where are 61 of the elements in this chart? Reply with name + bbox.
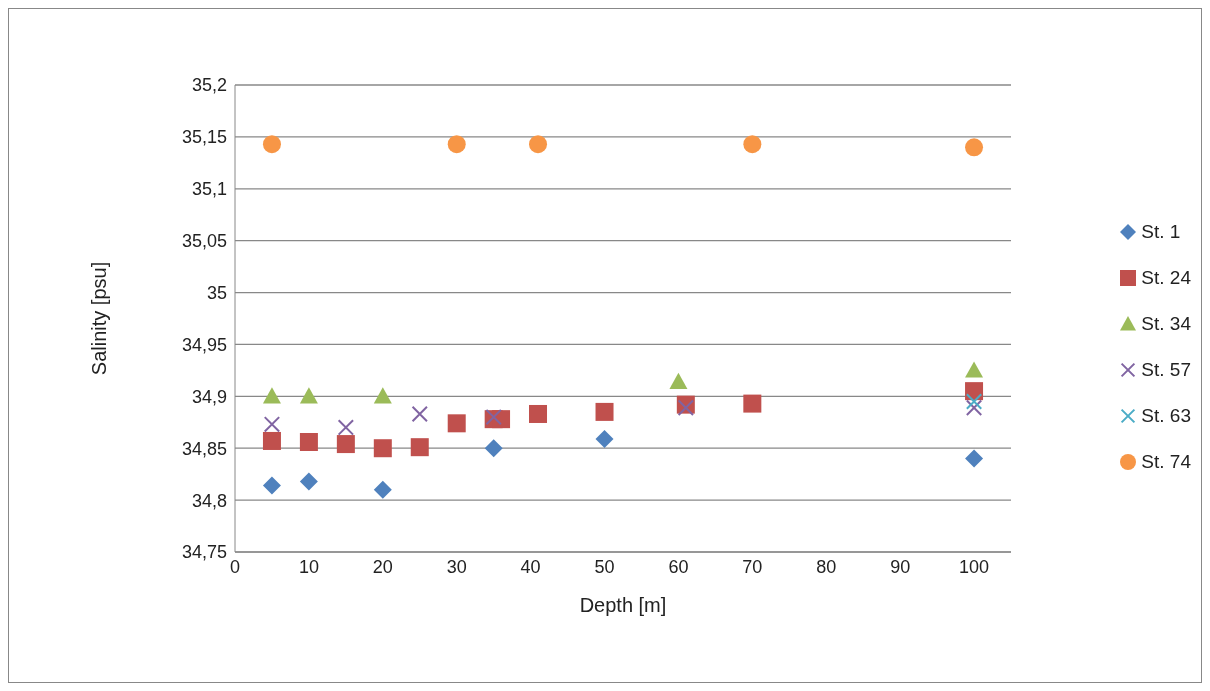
- x-tick-label: 90: [890, 556, 911, 577]
- point: [262, 476, 281, 495]
- legend-label: St. 74: [1141, 451, 1191, 473]
- point: [373, 439, 392, 458]
- point: [299, 387, 318, 404]
- point: [411, 405, 428, 423]
- point: [595, 402, 614, 421]
- point: [447, 135, 466, 154]
- legend-label: St. 63: [1141, 405, 1191, 427]
- point: [263, 416, 281, 433]
- x-tick-label: 0: [229, 556, 241, 577]
- point: [529, 135, 548, 154]
- point: [262, 387, 281, 404]
- x-tick-label: 50: [594, 556, 615, 577]
- y-tick-label: 34,95: [181, 334, 227, 355]
- legend-label: St. 24: [1141, 267, 1191, 289]
- point: [299, 433, 318, 451]
- point: [965, 361, 984, 378]
- point: [337, 419, 355, 436]
- y-tick-label: 34,8: [191, 490, 227, 511]
- y-tick-label: 34,9: [191, 386, 227, 407]
- y-tick-label: 35,15: [181, 127, 227, 148]
- x-tick-label: 100: [959, 556, 990, 577]
- y-tick-label: 34,75: [181, 542, 227, 563]
- y-tick-label: 35,2: [191, 75, 227, 96]
- point: [410, 438, 429, 457]
- point: [743, 135, 762, 154]
- point: [336, 435, 355, 454]
- x-tick-label: 30: [446, 556, 467, 577]
- y-tick-label: 35,05: [181, 231, 227, 252]
- point: [965, 382, 984, 401]
- x-tick-label: 80: [816, 556, 837, 577]
- point: [529, 404, 548, 423]
- point: [262, 431, 281, 450]
- x-tick-label: 10: [298, 556, 319, 577]
- point: [299, 472, 318, 491]
- point: [595, 429, 614, 448]
- point: [743, 394, 762, 413]
- x-tick-label: 60: [668, 556, 689, 577]
- point: [484, 439, 503, 458]
- x-tick-label: 40: [520, 556, 541, 577]
- point: [669, 372, 688, 389]
- point: [262, 135, 281, 154]
- y-axis-title: Salinity [psu]: [88, 261, 111, 376]
- x-axis-title: Depth [m]: [579, 594, 667, 616]
- x-tick-label: 70: [742, 556, 763, 577]
- y-tick-label: 35,1: [191, 179, 227, 200]
- legend-label: St. 57: [1141, 359, 1191, 381]
- legend-label: St. 34: [1141, 313, 1191, 335]
- y-tick-label: 34,85: [181, 438, 227, 459]
- point: [965, 393, 983, 410]
- x-tick-label: 20: [372, 556, 393, 577]
- point: [965, 138, 984, 157]
- legend-label: St. 1: [1141, 221, 1181, 243]
- point: [447, 414, 466, 433]
- point: [373, 387, 392, 404]
- point: [677, 399, 695, 416]
- point: [373, 480, 392, 499]
- y-tick-label: 35: [206, 282, 227, 303]
- point: [965, 399, 983, 416]
- point: [965, 449, 984, 468]
